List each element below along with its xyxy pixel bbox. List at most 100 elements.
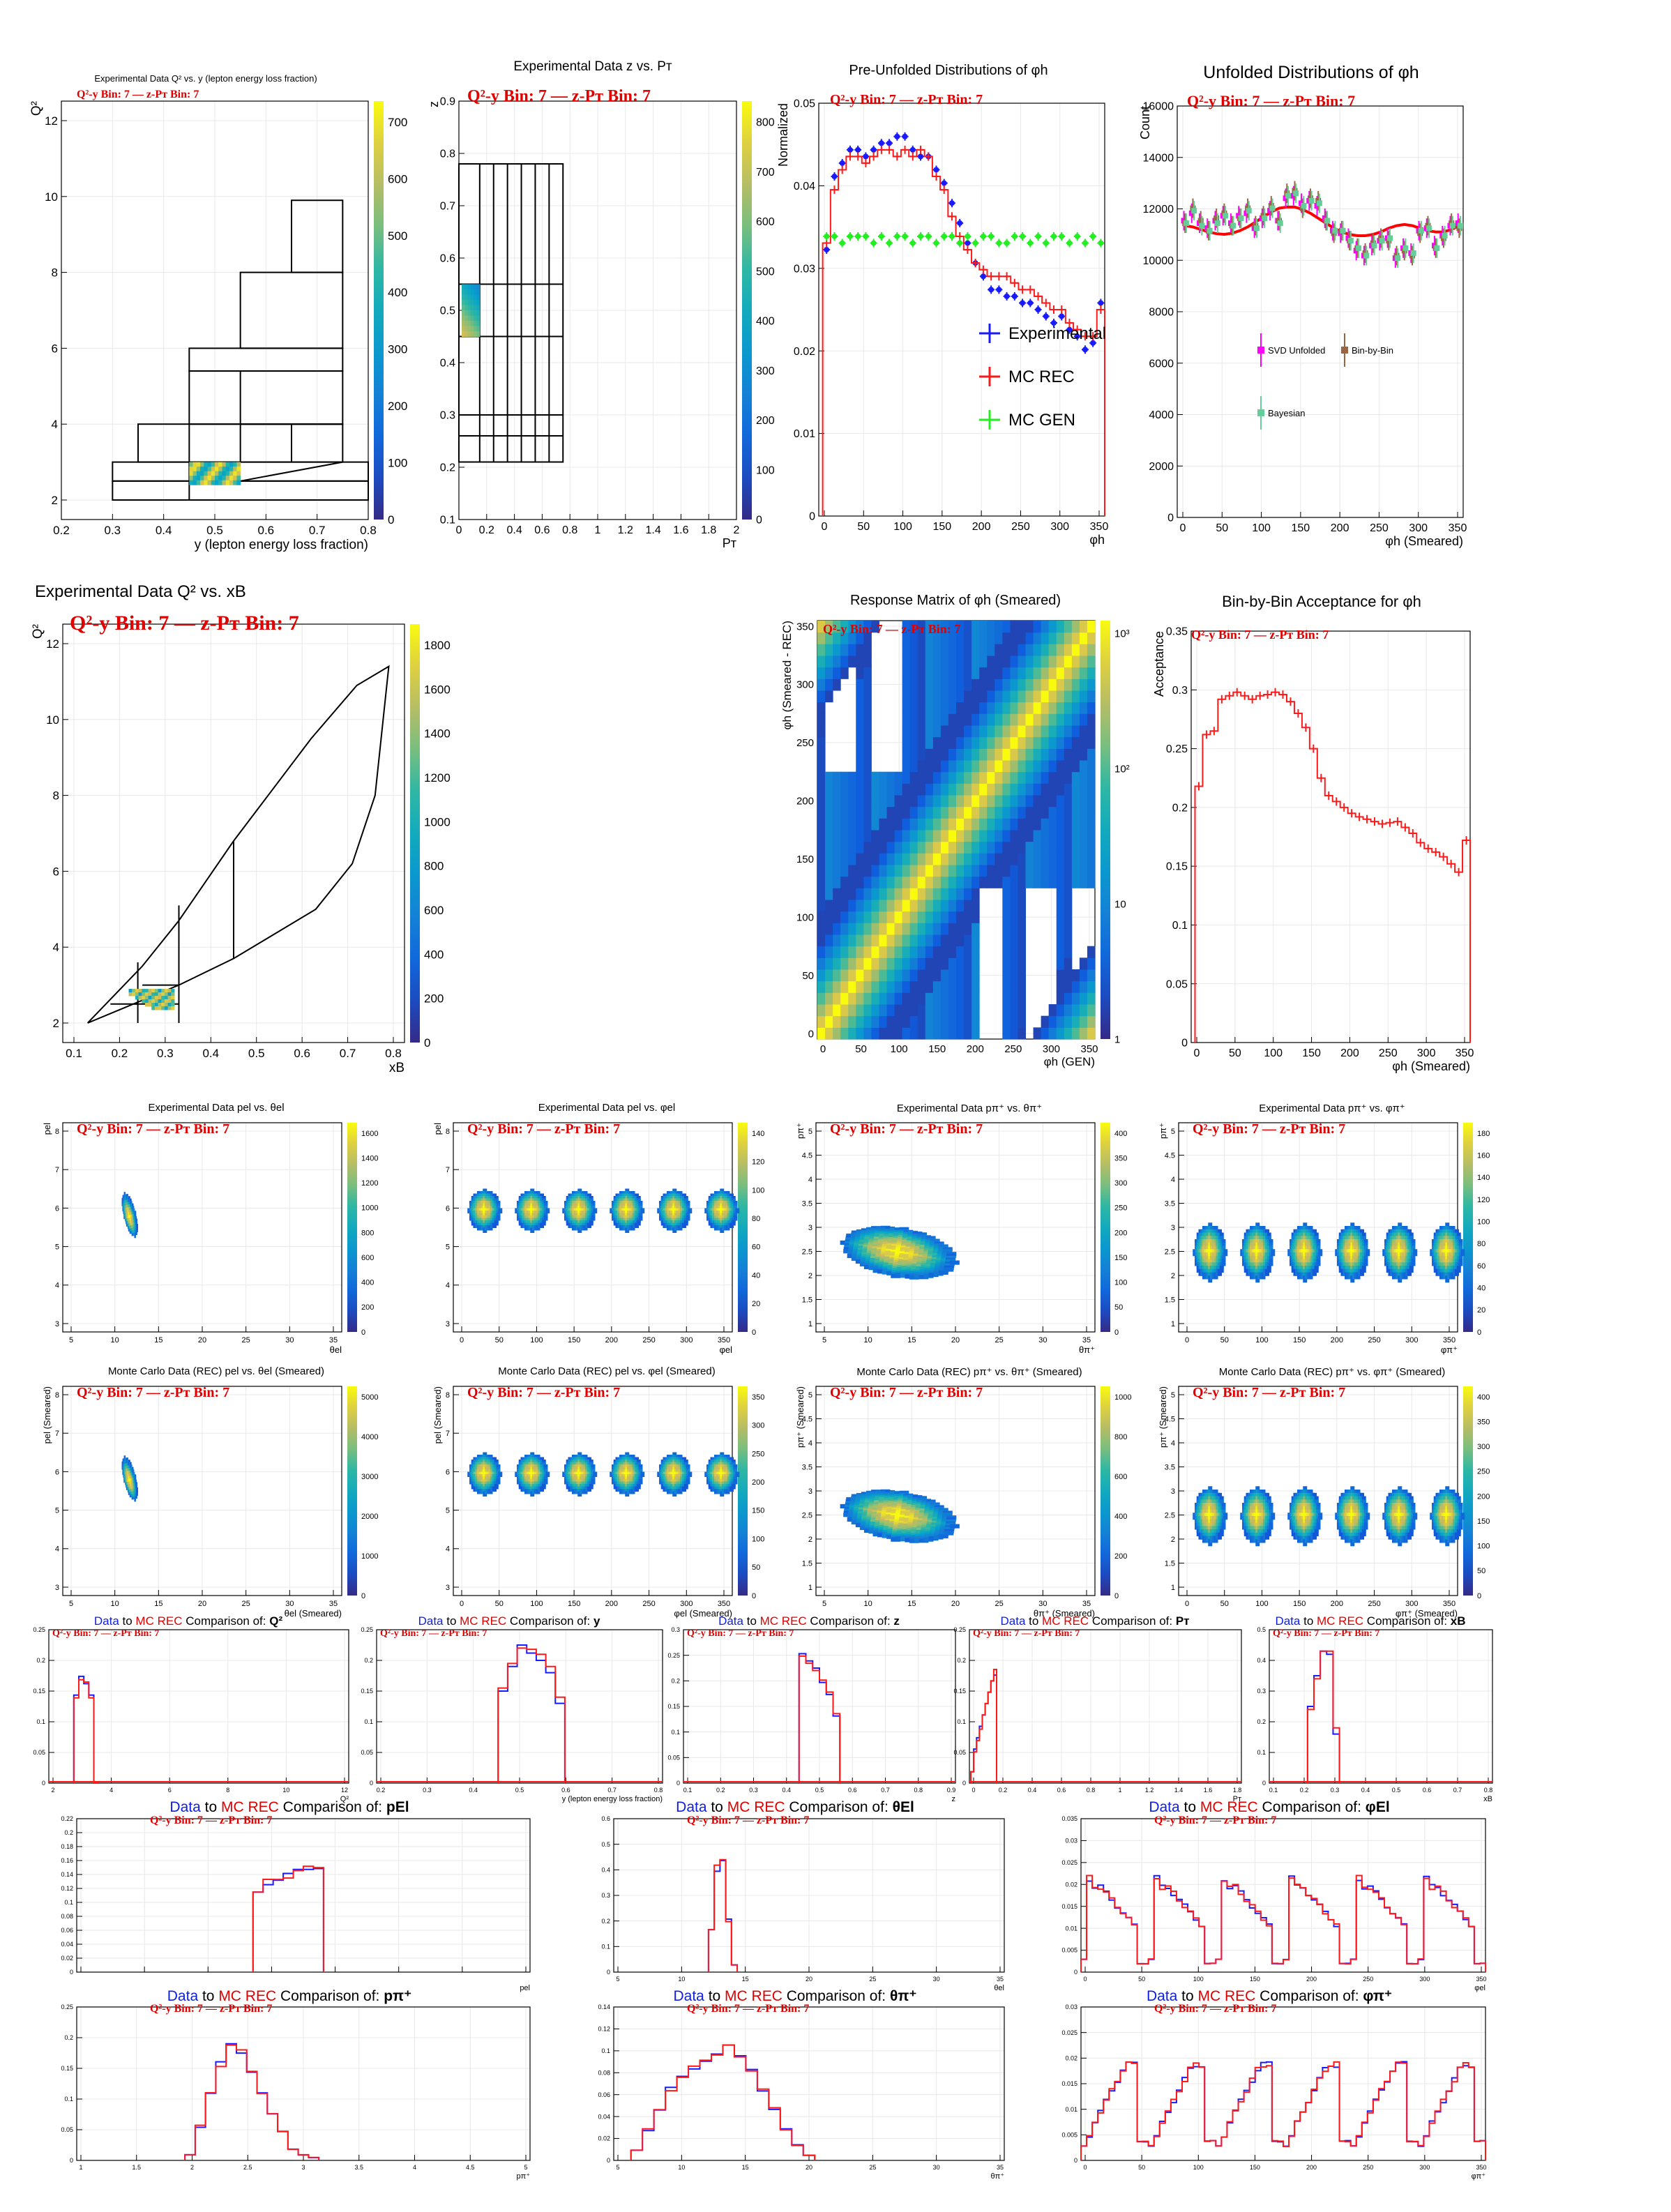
heatmap-cell	[1087, 865, 1096, 877]
heatmap-cell	[825, 876, 833, 888]
plot-title: Experimental Data z vs. Pᴛ	[513, 59, 672, 74]
heatmap-cell	[995, 760, 1003, 773]
heatmap-cell	[1064, 923, 1073, 935]
heatmap-cell	[956, 980, 965, 993]
heatmap-cell	[971, 702, 980, 714]
heatmap-cell	[909, 760, 918, 773]
heatmap-cell	[1079, 702, 1088, 714]
y-tick-label: 0.01	[794, 428, 815, 440]
heatmap-cell	[825, 771, 833, 784]
heatmap-cell	[1064, 632, 1073, 644]
y-tick-label: 7	[446, 1166, 450, 1174]
heatmap-cell	[817, 656, 826, 668]
heatmap-cell	[979, 644, 988, 656]
data-point	[1418, 227, 1424, 234]
heatmap-cell	[856, 690, 864, 703]
heatmap-cell	[833, 957, 841, 970]
heatmap-cell	[688, 1208, 693, 1213]
data-point	[831, 174, 838, 180]
heatmap-cell	[971, 644, 980, 656]
heatmap-cell	[971, 946, 980, 958]
heatmap-cell	[1071, 806, 1080, 819]
heatmap-cell	[917, 713, 926, 726]
data-point	[1059, 233, 1065, 239]
colorbar-label: 100	[756, 464, 775, 476]
data-point	[902, 133, 908, 139]
heatmap-cell	[879, 934, 887, 947]
heatmap-cell	[1033, 725, 1042, 738]
heatmap-cell	[886, 957, 895, 970]
heatmap-cell	[940, 632, 949, 644]
heatmap-cell	[856, 818, 864, 831]
heatmap-cell	[1025, 783, 1034, 796]
heatmap-cell	[971, 656, 980, 668]
heatmap-cell	[1002, 841, 1011, 854]
plot-area: 0 50 100 150 200 250 300 3500200040006000800010…	[1138, 101, 1467, 548]
heatmap-cell	[1025, 632, 1034, 644]
heatmap-cell	[1041, 702, 1050, 714]
heatmap-cell	[229, 471, 234, 476]
heatmap-cell	[164, 996, 169, 1000]
heatmap-cell	[971, 992, 980, 1005]
x-axis-label: φh (Smeared)	[1385, 534, 1463, 548]
x-tick-label: 0.8	[562, 524, 577, 536]
colorbar-label: 800	[756, 117, 775, 129]
heatmap-cell	[925, 736, 934, 749]
x-tick-label: 10	[111, 1336, 119, 1344]
heatmap-cell	[940, 725, 949, 738]
heatmap-cell	[871, 992, 879, 1005]
heatmap-cell	[833, 969, 841, 982]
x-tick-label: 1.6	[673, 524, 688, 536]
colorbar-label: 10²	[1114, 763, 1130, 775]
y-axis-label: Normalized	[776, 103, 790, 167]
heatmap-cell	[971, 713, 980, 726]
x-tick-label: 250	[1379, 1047, 1398, 1059]
heatmap-cell	[971, 795, 980, 808]
plot-title: Bin-by-Bin Acceptance for φh	[1222, 593, 1421, 610]
heatmap-cell	[856, 795, 864, 808]
heatmap-cell	[148, 999, 152, 1003]
heatmap-cell	[1064, 760, 1073, 773]
heatmap-cell	[917, 818, 926, 831]
x-tick-label: 25	[995, 1336, 1004, 1344]
exp-2d-plot-1: 0 50 100 150 200 250 300 350 3 4 5 6 7 8 φel pel 0 20 40 60…	[432, 1102, 781, 1360]
heatmap-cell	[1025, 690, 1034, 703]
colorbar-label: 200	[388, 400, 407, 413]
heatmap-cell	[879, 795, 887, 808]
heatmap-cell	[871, 841, 879, 854]
heatmap-cell	[964, 841, 972, 854]
heatmap-cell	[886, 853, 895, 865]
heatmap-cell	[1087, 1004, 1096, 1017]
heatmap-cell	[909, 900, 918, 912]
heatmap-cell	[1018, 876, 1026, 888]
heatmap-cell	[987, 806, 995, 819]
heatmap-cell	[925, 934, 934, 947]
heatmap-cell	[1056, 679, 1065, 691]
heatmap-cell	[863, 923, 872, 935]
x-tick-label: 350	[1455, 1047, 1474, 1059]
heatmap-cell	[894, 830, 903, 842]
plot-frame	[62, 623, 405, 1043]
heatmap-cell	[1056, 934, 1065, 947]
x-axis-label: φπ⁺	[1441, 1344, 1458, 1355]
heatmap-cell	[932, 679, 942, 691]
heatmap-cell	[863, 795, 872, 808]
heatmap-cell	[964, 748, 972, 761]
heatmap-cell	[940, 783, 949, 796]
heatmap-cell	[464, 310, 469, 316]
heatmap-cell	[1048, 1015, 1057, 1028]
y-tick-label: 3	[446, 1320, 450, 1328]
heatmap-cell	[848, 876, 856, 888]
heatmap-cell	[825, 644, 833, 656]
heatmap-cell	[964, 806, 972, 819]
heatmap-cell	[932, 957, 942, 970]
heatmap-cell	[833, 621, 841, 633]
heatmap-cell	[817, 713, 826, 726]
heatmap-cell	[817, 818, 826, 831]
bin-label: Q²-y Bin: 7 — z-Pᴛ Bin: 7	[1191, 628, 1329, 642]
heatmap-cell	[833, 830, 841, 842]
heatmap-cell	[840, 783, 849, 796]
heatmap-cell	[464, 326, 469, 332]
heatmap-cell	[886, 888, 895, 900]
heatmap-cell	[1087, 806, 1096, 819]
